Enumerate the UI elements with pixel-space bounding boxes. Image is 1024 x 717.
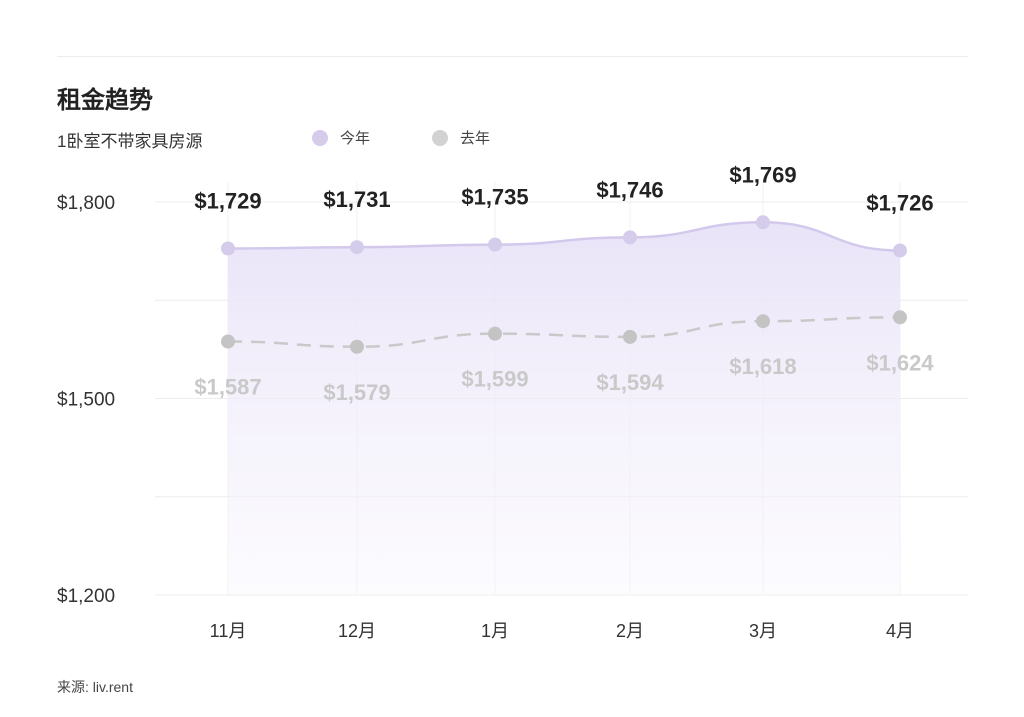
current-year-point [623,230,637,245]
y-tick-label: $1,200 [57,586,115,607]
last-year-data-label: $1,587 [194,375,261,400]
x-tick-label: 12月 [338,621,376,641]
current-year-line [227,221,901,252]
last-year-data-label: $1,579 [323,380,390,405]
last-year-data-label: $1,618 [729,354,796,379]
last-year-point [488,326,502,341]
current-year-point [488,237,502,252]
current-year-data-label: $1,731 [323,187,390,212]
last-year-point [350,339,364,354]
current-year-point [893,243,907,258]
source-note: 来源: liv.rent [57,679,133,695]
current-year-data-label: $1,746 [596,177,663,202]
last-year-line [227,316,901,349]
x-tick-label: 4月 [886,621,914,641]
last-year-data-label: $1,594 [596,370,664,395]
current-year-data-label: $1,729 [194,189,261,214]
top-divider [57,56,968,57]
last-year-data-label: $1,599 [461,367,528,392]
chart-title: 租金趋势 [57,87,153,114]
legend-label-current-year: 今年 [340,130,371,147]
legend-item-current-year: 今年 [312,127,370,148]
x-tick-label: 11月 [210,621,247,641]
x-tick-label: 1月 [481,621,509,641]
legend-label-last-year: 去年 [460,130,491,147]
y-tick-label: $1,800 [57,193,115,214]
y-tick-label: $1,500 [57,390,115,411]
current-year-area [228,222,900,595]
last-year-point [221,334,235,349]
legend-dot-current-year [312,129,328,146]
last-year-data-label: $1,624 [866,350,934,375]
current-year-point [350,240,364,255]
x-tick-label: 2月 [616,621,644,641]
current-year-data-label: $1,726 [866,190,933,215]
last-year-point [893,310,907,325]
current-year-data-label: $1,735 [461,185,528,210]
x-tick-label: 3月 [749,621,777,641]
legend-item-last-year: 去年 [432,127,490,148]
legend-dot-last-year [432,129,448,146]
chart-subtitle: 1卧室不带家具房源 [57,132,203,151]
last-year-point [623,329,637,344]
current-year-point [756,215,770,230]
current-year-data-label: $1,769 [729,162,796,187]
last-year-point [756,314,770,329]
current-year-point [221,241,235,256]
